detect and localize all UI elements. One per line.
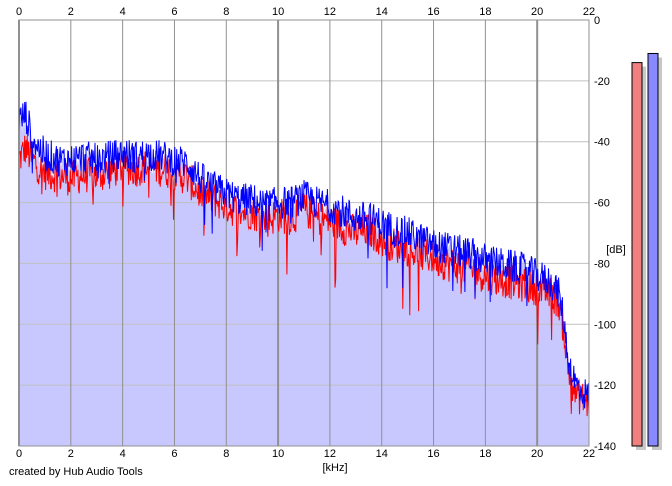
y-tick-2: -40 [594, 137, 610, 149]
level-meter-0 [631, 62, 643, 447]
x-tick-bottom-2: 4 [120, 448, 126, 460]
x-tick-top-2: 4 [120, 6, 126, 18]
x-tick-bottom-9: 18 [479, 448, 491, 460]
x-axis-label: [kHz] [322, 462, 347, 474]
x-tick-bottom-1: 2 [68, 448, 74, 460]
x-tick-bottom-4: 8 [223, 448, 229, 460]
x-tick-top-0: 0 [16, 6, 22, 18]
x-tick-bottom-6: 12 [324, 448, 336, 460]
plot-frame [18, 19, 590, 447]
spectrum-area [19, 107, 589, 447]
x-tick-top-9: 18 [479, 6, 491, 18]
y-tick-7: -140 [594, 441, 616, 453]
x-tick-top-4: 8 [223, 6, 229, 18]
y-tick-3: -60 [594, 198, 610, 210]
y-tick-4: -80 [594, 258, 610, 270]
y-tick-0: 0 [594, 15, 600, 27]
x-tick-bottom-3: 6 [171, 448, 177, 460]
x-tick-top-8: 16 [427, 6, 439, 18]
x-tick-bottom-0: 0 [16, 448, 22, 460]
x-tick-bottom-10: 20 [531, 448, 543, 460]
y-tick-5: -100 [594, 319, 616, 331]
x-tick-bottom-7: 14 [376, 448, 388, 460]
series-line-1 [18, 101, 590, 409]
x-tick-top-3: 6 [171, 6, 177, 18]
x-tick-top-5: 10 [272, 6, 284, 18]
x-tick-top-6: 12 [324, 6, 336, 18]
credit-text: created by Hub Audio Tools [9, 466, 143, 478]
x-tick-top-11: 22 [583, 6, 595, 18]
y-tick-1: -20 [594, 76, 610, 88]
x-tick-bottom-8: 16 [427, 448, 439, 460]
x-tick-bottom-11: 22 [583, 448, 595, 460]
y-tick-6: -120 [594, 380, 616, 392]
x-tick-top-1: 2 [68, 6, 74, 18]
level-meter-1 [647, 52, 659, 447]
x-tick-top-10: 20 [531, 6, 543, 18]
x-tick-bottom-5: 10 [272, 448, 284, 460]
x-tick-top-7: 14 [376, 6, 388, 18]
y-axis-label: [dB] [606, 244, 626, 256]
